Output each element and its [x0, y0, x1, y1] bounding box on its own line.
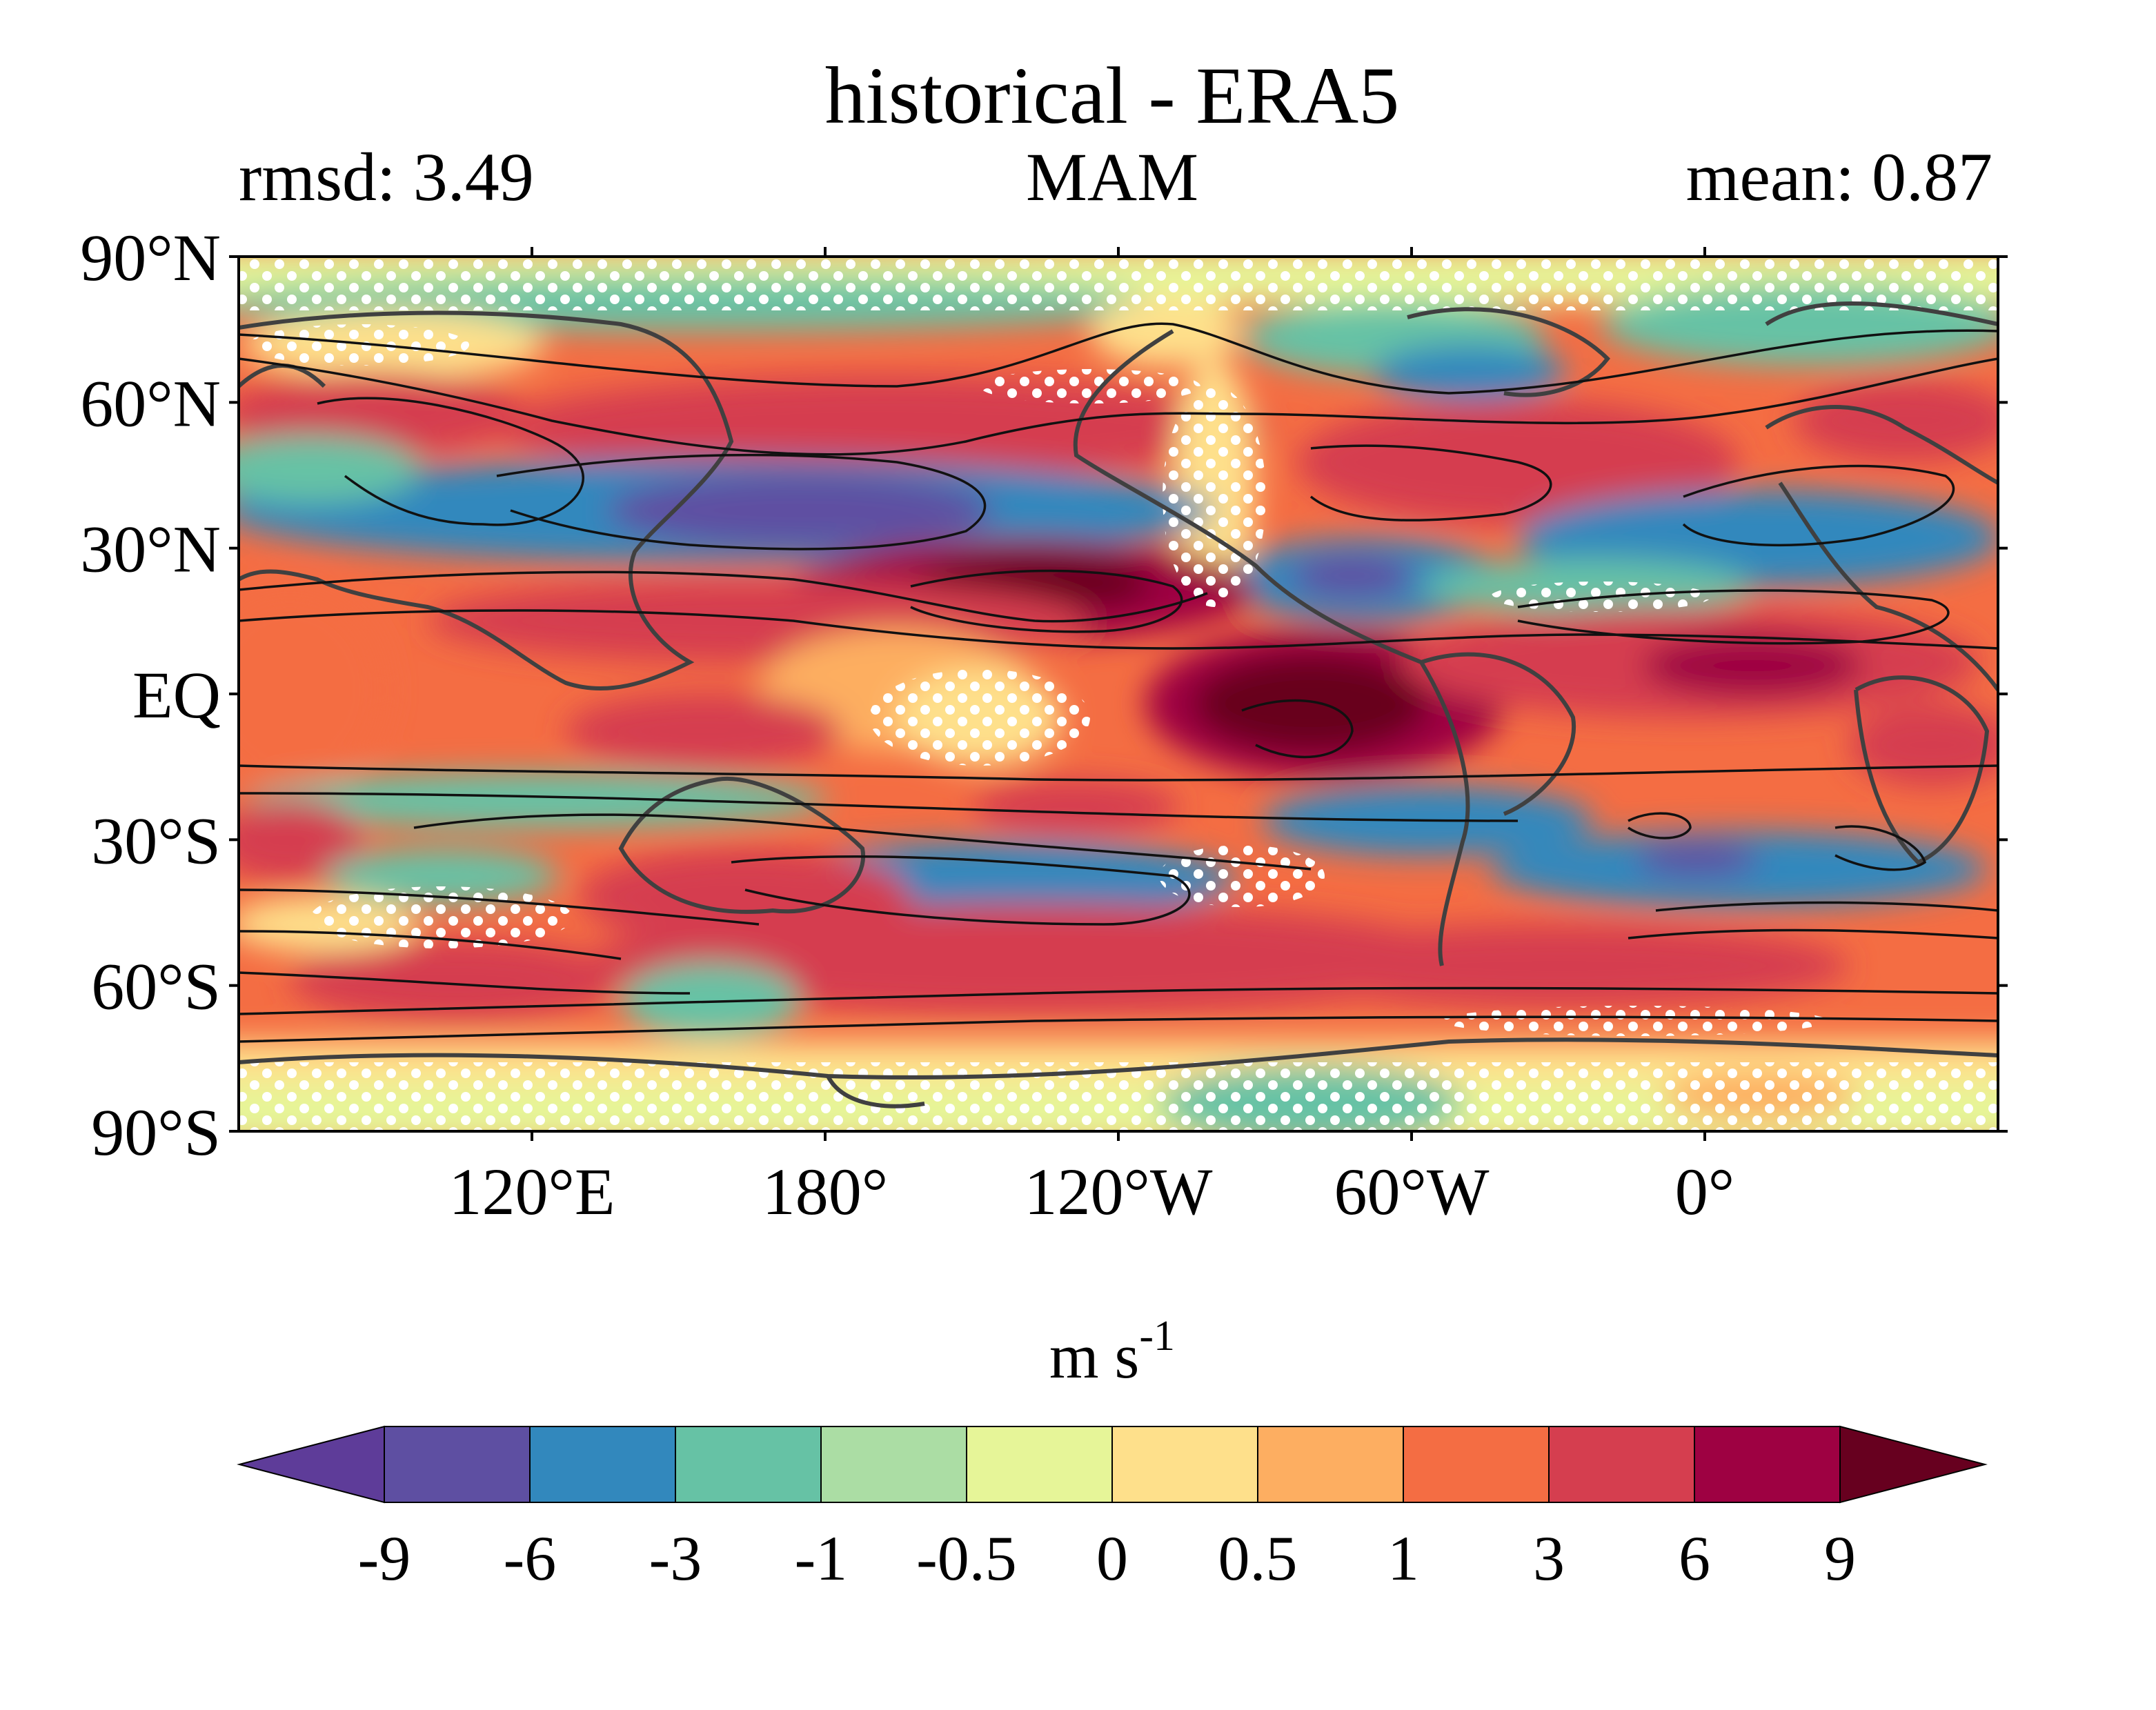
- colorbar-tick-label: -6: [504, 1523, 557, 1593]
- colorbar-swatch: [820, 1426, 967, 1503]
- lon-tick-label: 0°: [1675, 1155, 1734, 1229]
- figure-title: historical - ERA5: [825, 50, 1399, 141]
- colorbar-swatch: [1694, 1426, 1841, 1503]
- climatology-contours: [239, 322, 1998, 1043]
- colorbar-units-exponent: -1: [1139, 1313, 1175, 1360]
- colorbar-swatch: [1257, 1426, 1404, 1503]
- colorbar-swatch: [675, 1426, 822, 1503]
- colorbar-swatch: [1548, 1426, 1695, 1503]
- colorbar-tick-label: 0: [1096, 1523, 1128, 1593]
- colorbar-tick-label: 1: [1387, 1523, 1419, 1593]
- lat-tick-label: 90°N: [80, 221, 221, 295]
- lon-tick-label: 120°W: [1025, 1155, 1213, 1229]
- colorbar-tick-label: -3: [649, 1523, 702, 1593]
- colorbar-extend-high: [1839, 1425, 1988, 1504]
- mean-label: mean: 0.87: [1686, 139, 1992, 215]
- colorbar: -9 -6 -3 -1 -0.5 0 0.5 1 3 6 9: [237, 1425, 1988, 1593]
- lon-tick-label: 120°E: [448, 1155, 615, 1229]
- map-panel: 90°N 60°N 30°N EQ 30°S 60°S 90°S 120°E 180° 120°W…: [80, 221, 2008, 1229]
- axis-ticks: 90°N 60°N 30°N EQ 30°S 60°S 90°S 120°E 180° 120°W…: [80, 221, 2008, 1229]
- lat-tick-label: 30°N: [80, 513, 221, 586]
- colorbar-swatch: [1111, 1426, 1258, 1503]
- colorbar-swatch: [529, 1426, 676, 1503]
- lat-tick-label: EQ: [132, 658, 221, 732]
- lon-tick-label: 180°: [762, 1155, 888, 1229]
- colorbar-swatch: [1403, 1426, 1550, 1503]
- lon-tick-label: 60°W: [1334, 1155, 1490, 1229]
- rmsd-label: rmsd: 3.49: [239, 139, 534, 215]
- colorbar-units-base: m s: [1049, 1321, 1139, 1391]
- colorbar-tick-label: 6: [1679, 1523, 1710, 1593]
- significance-stippling: [239, 257, 1998, 1131]
- colorbar-tick-label: 9: [1824, 1523, 1856, 1593]
- colorbar-tick-label: -9: [358, 1523, 411, 1593]
- colorbar-tick-label: -0.5: [916, 1523, 1017, 1593]
- lat-tick-label: 60°N: [80, 366, 221, 440]
- lat-tick-label: 30°S: [91, 804, 221, 877]
- colorbar-tick-label: 3: [1533, 1523, 1565, 1593]
- lat-tick-label: 60°S: [91, 950, 221, 1024]
- colorbar-units: m s-1: [1049, 1313, 1175, 1391]
- lat-tick-label: 90°S: [91, 1095, 221, 1169]
- colorbar-swatch: [966, 1426, 1113, 1503]
- colorbar-tick-label: 0.5: [1218, 1523, 1298, 1593]
- colorbar-swatch: [384, 1426, 531, 1503]
- season-label: MAM: [1026, 139, 1198, 215]
- colorbar-tick-label: -1: [795, 1523, 848, 1593]
- colorbar-extend-low: [237, 1425, 385, 1504]
